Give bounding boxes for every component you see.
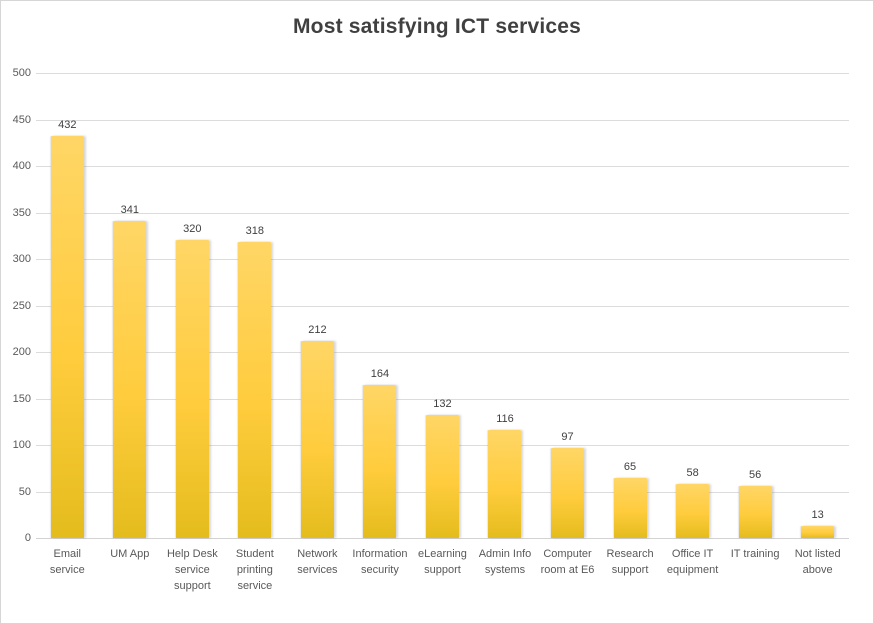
gridline [36,306,849,307]
y-tick-label: 300 [12,253,31,265]
bar-admin-info-systems[interactable] [488,430,522,538]
bar-email-service[interactable] [50,136,84,538]
bar-value-label: 116 [496,413,514,426]
bar-slot: 65 [599,73,662,538]
bar-value-label: 13 [811,508,824,521]
bar-series: 432 341 320 318 212 164 132 116 97 65 58 56 13 [36,73,849,538]
y-tick-label: 250 [12,300,31,312]
bar-slot: 432 [36,73,99,538]
bar-value-label: 132 [433,398,452,411]
bar-slot: 97 [536,73,599,538]
bar-value-label: 341 [120,203,139,216]
gridline [36,213,849,214]
bar-slot: 132 [411,73,474,538]
y-tick-label: 450 [12,114,31,126]
bar-value-label: 320 [183,223,202,236]
bar-help-desk-service-support[interactable] [175,240,209,538]
category-label: Computer room at E6 [540,548,595,576]
bar-value-label: 164 [370,368,390,381]
bar-not-listed-above[interactable] [801,525,835,538]
bar-value-label: 58 [686,467,699,480]
bar-slot: 58 [661,73,724,538]
y-tick-label: 500 [12,67,31,79]
bar-value-label: 65 [623,460,637,473]
bar-slot: 318 [224,73,287,538]
y-tick-label: 350 [12,207,31,219]
category-label: eLearning support [417,548,467,576]
bar-slot: 320 [161,73,224,538]
bar-it-training[interactable] [738,485,772,538]
y-tick-label: 100 [12,439,31,451]
y-tick-label: 0 [24,532,31,544]
category-label: Help Desk service support [166,548,218,592]
bar-student-printing-service[interactable] [238,242,272,538]
bar-value-label: 432 [58,119,77,132]
category-label: Admin Info systems [478,548,532,576]
y-tick-label: 150 [12,393,31,405]
category-label: Network services [297,548,338,576]
bar-um-app[interactable] [113,220,147,538]
category-label: Student printing service [235,548,274,592]
category-label: Email service [49,548,85,576]
x-axis: Email service UM App Help Desk service sup… [36,546,849,594]
bar-elearning-support[interactable] [425,415,459,538]
bar-research-support[interactable] [613,477,647,538]
gridline [36,73,849,74]
category-label: Office IT equipment [666,548,719,576]
y-tick-label: 400 [12,160,31,172]
y-tick-label: 200 [12,346,31,358]
bar-office-it-equipment[interactable] [676,484,710,538]
bar-network-services[interactable] [300,340,334,538]
gridline [36,120,849,121]
gridline [36,166,849,167]
bar-value-label: 318 [245,225,265,238]
plot-area: 432 341 320 318 212 164 132 116 97 65 58 56 13 [36,73,849,539]
category-label: Not listed above [794,548,841,576]
bar-slot: 116 [474,73,537,538]
bar-computer-room-at-e6[interactable] [551,447,585,538]
gridline [36,399,849,400]
y-axis: 500 450 400 350 300 250 200 150 100 50 0 [5,67,31,544]
gridline [36,352,849,353]
gridline [36,259,849,260]
bar-value-label: 212 [308,323,327,336]
category-label: IT training [730,548,780,560]
bar-slot: 56 [724,73,787,538]
category-label: Research support [606,548,654,576]
bar-slot: 341 [99,73,162,538]
bar-value-label: 97 [561,430,574,443]
bar-information-security[interactable] [363,385,397,538]
category-label: UM App [110,548,150,560]
bar-value-label: 56 [748,468,762,481]
category-label: Information security [352,548,408,576]
bar-slot: 164 [349,73,412,538]
bar-slot: 212 [286,73,349,538]
bar-slot: 13 [786,73,849,538]
y-tick-label: 50 [18,486,31,498]
chart-title: Most satisfying ICT services [292,15,582,38]
